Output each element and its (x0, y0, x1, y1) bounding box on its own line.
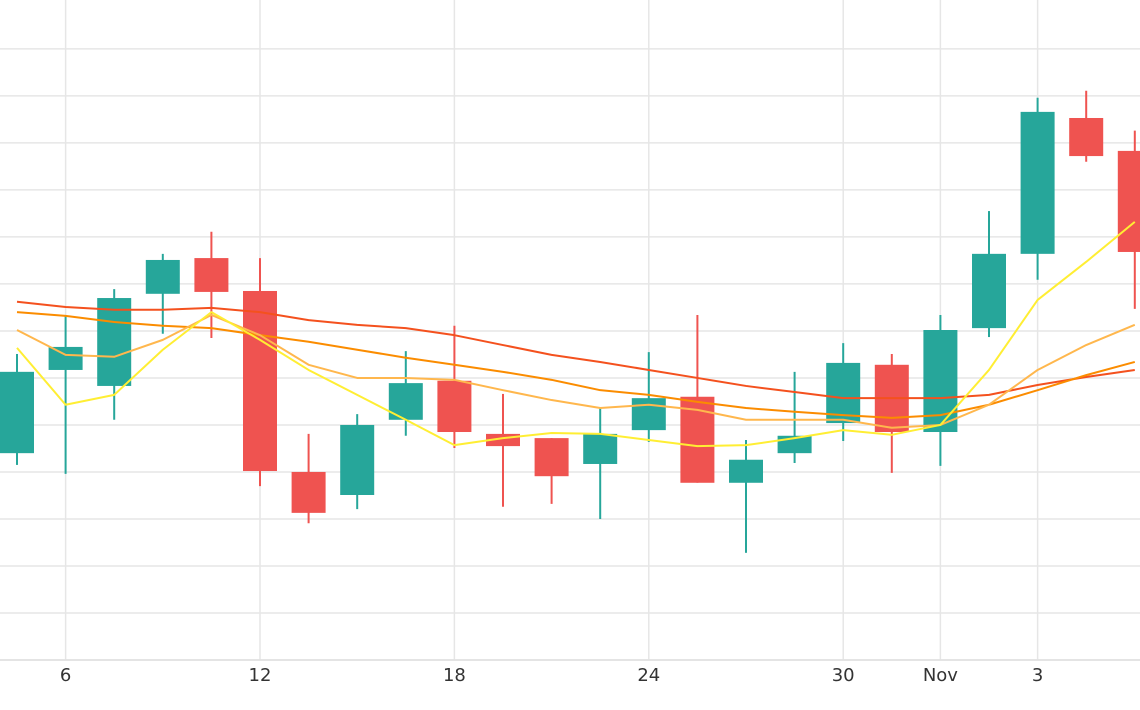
candle-body (583, 433, 618, 464)
candle-body (340, 424, 375, 495)
x-tick-label: 3 (1032, 665, 1043, 686)
x-tick-label: 24 (637, 665, 660, 686)
candle-body (97, 298, 132, 386)
candle-body (0, 371, 34, 454)
candle-body (145, 259, 180, 294)
x-tick-label: 30 (832, 665, 855, 686)
candle-body (437, 380, 472, 433)
candle-body (291, 471, 326, 513)
candle-body (680, 396, 715, 483)
moving-average-line (16, 221, 1136, 448)
x-tick-label: 12 (249, 665, 272, 686)
candle-body (972, 253, 1006, 329)
candle-body (243, 290, 277, 472)
candle-body (826, 362, 861, 424)
x-tick-label: Nov (923, 665, 958, 686)
x-tick-label: 18 (443, 665, 466, 686)
moving-average-line (16, 311, 1136, 419)
candle-body (194, 258, 229, 292)
moving-average-line (16, 300, 1135, 400)
candle-body (631, 398, 666, 431)
candle-body (48, 346, 83, 370)
candle-body (729, 459, 763, 483)
candle-body (534, 438, 569, 477)
x-tick-label: 6 (60, 665, 71, 686)
candle-body (1117, 150, 1140, 252)
candle-body (1020, 111, 1055, 254)
candle-body (1069, 117, 1104, 157)
